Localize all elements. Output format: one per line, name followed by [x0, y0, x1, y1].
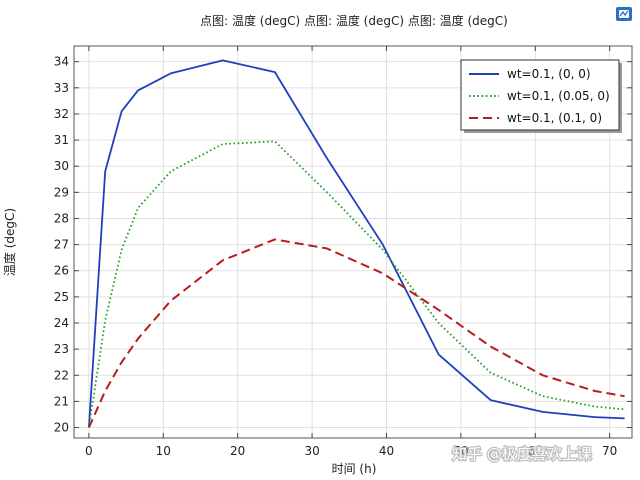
x-tick-label: 20 — [230, 444, 245, 458]
y-tick-label: 28 — [54, 211, 69, 225]
axis-ticks: 0 10 20 30 40 50 60 70 20 21 22 23 24 25 26 27 28 29 30 31 3… — [54, 46, 632, 458]
x-tick-label: 40 — [379, 444, 394, 458]
y-tick-label: 32 — [54, 107, 69, 121]
y-axis-label: 温度 (degC) — [2, 208, 17, 276]
x-tick-label: 0 — [85, 444, 93, 458]
y-tick-label: 26 — [54, 264, 69, 278]
series-line-3 — [87, 238, 625, 428]
y-tick-label: 33 — [54, 81, 69, 95]
y-tick-label: 22 — [54, 368, 69, 382]
y-tick-label: 34 — [54, 55, 69, 69]
y-tick-label: 24 — [54, 316, 69, 330]
y-tick-label: 30 — [54, 159, 69, 173]
comsol-logo-icon — [616, 7, 632, 21]
y-tick-label: 27 — [54, 238, 69, 252]
series-line-1 — [88, 59, 625, 428]
y-tick-label: 21 — [54, 394, 69, 408]
legend: wt=0.1, (0, 0) wt=0.1, (0.05, 0) wt=0.1, (… — [460, 59, 622, 133]
watermark-text: 知乎 @极度喜欢上课 — [452, 445, 592, 463]
chart-title: 点图: 温度 (degC) 点图: 温度 (degC) 点图: 温度 (degC… — [200, 13, 508, 28]
x-tick-label: 30 — [304, 444, 319, 458]
plot-frame — [73, 45, 633, 439]
y-tick-label: 20 — [54, 421, 69, 435]
y-tick-label: 23 — [54, 342, 69, 356]
legend-entry-label: wt=0.1, (0, 0) — [507, 67, 591, 81]
y-tick-label: 31 — [54, 133, 69, 147]
x-tick-label: 60 — [528, 444, 543, 458]
x-tick-label: 70 — [602, 444, 617, 458]
y-tick-label: 29 — [54, 185, 69, 199]
legend-entry-label: wt=0.1, (0.1, 0) — [507, 111, 602, 125]
series-line-2 — [88, 140, 625, 428]
y-tick-label: 25 — [54, 290, 69, 304]
x-tick-label: 10 — [156, 444, 171, 458]
x-axis-label: 时间 (h) — [332, 462, 377, 476]
series-lines — [87, 59, 625, 428]
legend-entry-label: wt=0.1, (0.05, 0) — [507, 89, 610, 103]
comsol-logo-icon-mark — [619, 10, 629, 17]
x-tick-label: 50 — [453, 444, 468, 458]
